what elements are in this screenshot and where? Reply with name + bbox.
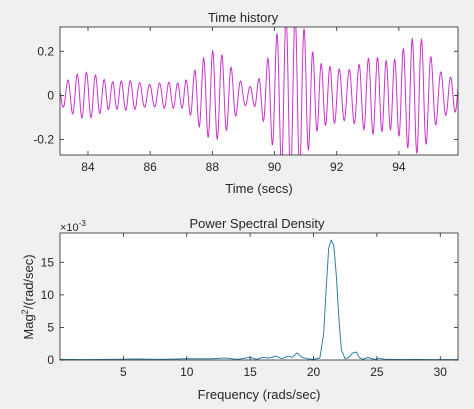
psd-ylabel: Mag2/(rad/sec) [20, 254, 36, 339]
psd-xtick-label: 10 [180, 365, 194, 379]
time-history-title: Time history [208, 10, 279, 25]
time-axes-background [60, 27, 458, 155]
time-xtick-label: 92 [330, 160, 344, 174]
psd-axes-box [59, 232, 459, 361]
time-ytick-label: 0 [47, 88, 54, 102]
psd-xlabel: Frequency (rads/sec) [198, 387, 321, 402]
psd-axes-background [60, 233, 458, 360]
time-xtick-label: 90 [268, 160, 282, 174]
time-xtick-label: 86 [143, 160, 157, 174]
psd-xtick-label: 20 [307, 365, 321, 379]
psd-xtick-label: 30 [434, 365, 448, 379]
time-axes-box [59, 26, 459, 156]
time-xtick-label: 88 [206, 160, 220, 174]
psd-ytick-label: 15 [41, 255, 55, 269]
psd-xtick-label: 15 [243, 365, 257, 379]
psd-multiplier: ×10-3 [60, 219, 86, 234]
time-series-line [60, 27, 458, 155]
psd-xtick-label: 5 [120, 365, 127, 379]
psd-ytick-label: 10 [41, 288, 55, 302]
time-xtick-label: 94 [392, 160, 406, 174]
psd-ytick-label: 0 [47, 353, 54, 367]
psd-ytick-label: 5 [47, 320, 54, 334]
psd-title: Power Spectral Density [189, 216, 325, 231]
time-xtick-label: 84 [81, 160, 95, 174]
time-ytick-label: 0.2 [37, 44, 54, 58]
psd-xtick-label: 25 [370, 365, 384, 379]
time-ytick-label: -0.2 [33, 133, 54, 147]
time-xlabel: Time (secs) [225, 181, 292, 196]
